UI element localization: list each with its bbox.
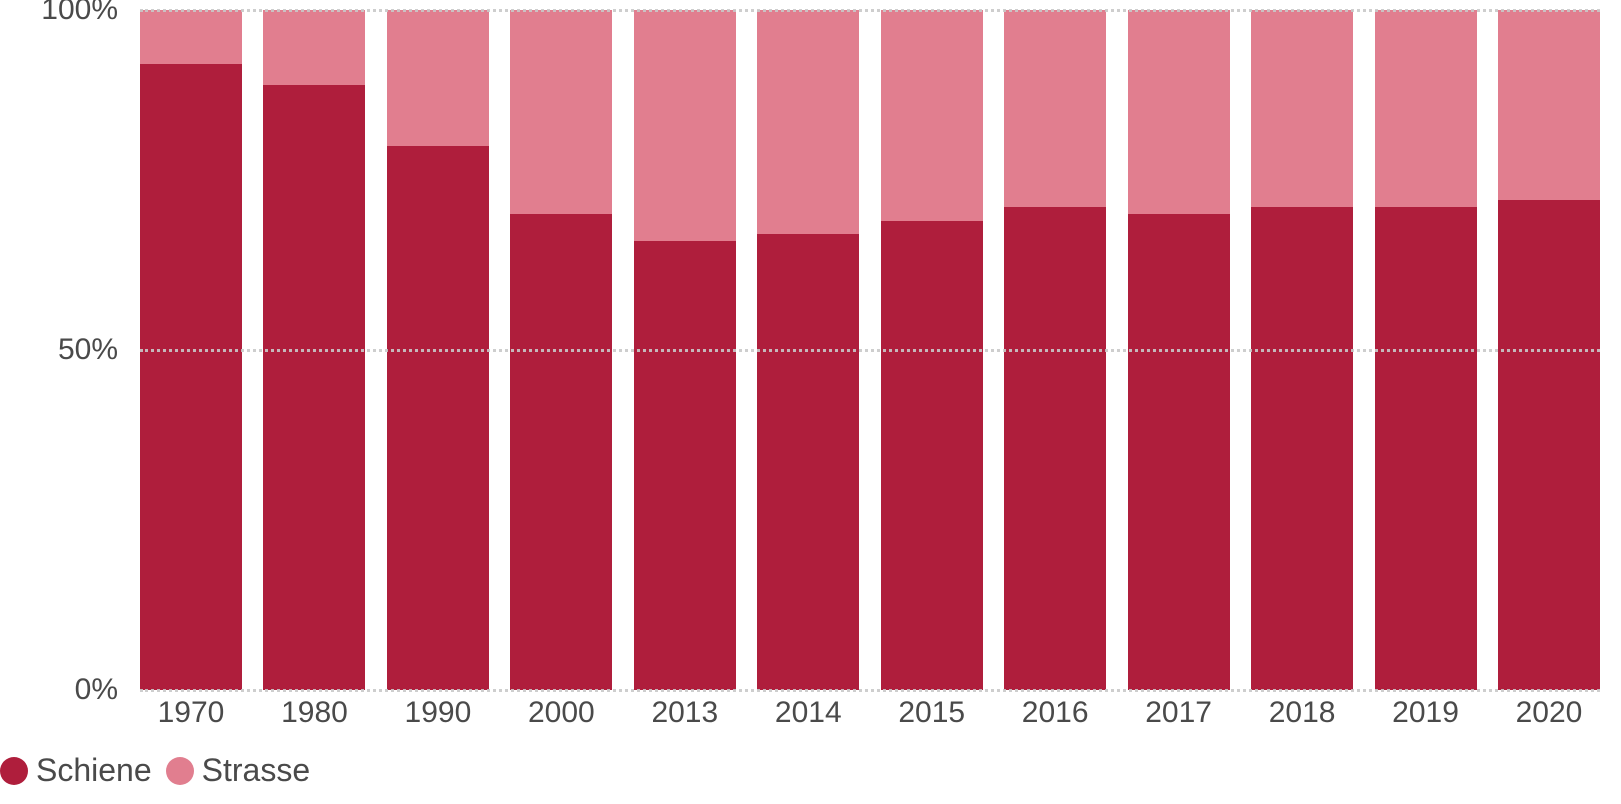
bar-segment-schiene [387,146,489,690]
bar-segment-schiene [757,234,859,690]
bar-segment-schiene [1251,207,1353,690]
y-axis-tick-label: 0% [0,673,118,707]
gridline [140,689,1600,692]
legend-swatch-strasse [166,757,194,785]
x-axis-tick-label: 2019 [1375,696,1477,740]
bar-segment-strasse [1251,10,1353,207]
bar-segment-strasse [140,10,242,64]
gridline [140,9,1600,12]
x-axis: 1970 1980 1990 2000 2013 2014 2015 2016 2017 2018… [140,696,1600,740]
x-axis-tick-label: 2013 [634,696,736,740]
legend-item-strasse: Strasse [166,752,310,789]
x-axis-tick-label: 2017 [1128,696,1230,740]
bar-segment-strasse [757,10,859,234]
x-axis-tick-label: 2018 [1251,696,1353,740]
bar-segment-strasse [634,10,736,241]
bar-segment-strasse [881,10,983,221]
y-axis-tick-label: 100% [0,0,118,27]
x-axis-tick-label: 1980 [263,696,365,740]
plot-area [140,10,1600,690]
x-axis-tick-label: 1970 [140,696,242,740]
bar-segment-schiene [634,241,736,690]
legend-label-schiene: Schiene [36,752,152,789]
x-axis-tick-label: 2014 [757,696,859,740]
bar-segment-strasse [387,10,489,146]
y-axis-tick-label: 50% [0,333,118,367]
gridline [140,349,1600,352]
bar-segment-schiene [140,64,242,690]
legend-swatch-schiene [0,757,28,785]
bar-segment-strasse [1128,10,1230,214]
bar-segment-schiene [510,214,612,690]
bar-segment-strasse [1375,10,1477,207]
bar-segment-schiene [1375,207,1477,690]
bar-segment-strasse [1004,10,1106,207]
bar-segment-strasse [263,10,365,85]
x-axis-tick-label: 2016 [1004,696,1106,740]
legend-item-schiene: Schiene [0,752,152,789]
bar-segment-schiene [1004,207,1106,690]
bar-segment-strasse [1498,10,1600,200]
x-axis-tick-label: 2015 [881,696,983,740]
bar-segment-schiene [1498,200,1600,690]
bar-segment-schiene [1128,214,1230,690]
bar-segment-strasse [510,10,612,214]
x-axis-tick-label: 2020 [1498,696,1600,740]
bar-segment-schiene [263,85,365,690]
stacked-bar-chart: 0% 50% 100% 1970 1980 1990 2000 2013 2014 2015 20… [0,0,1621,804]
legend-label-strasse: Strasse [202,752,310,789]
bar-segment-schiene [881,221,983,690]
x-axis-tick-label: 2000 [510,696,612,740]
x-axis-tick-label: 1990 [387,696,489,740]
legend: Schiene Strasse [0,752,310,789]
